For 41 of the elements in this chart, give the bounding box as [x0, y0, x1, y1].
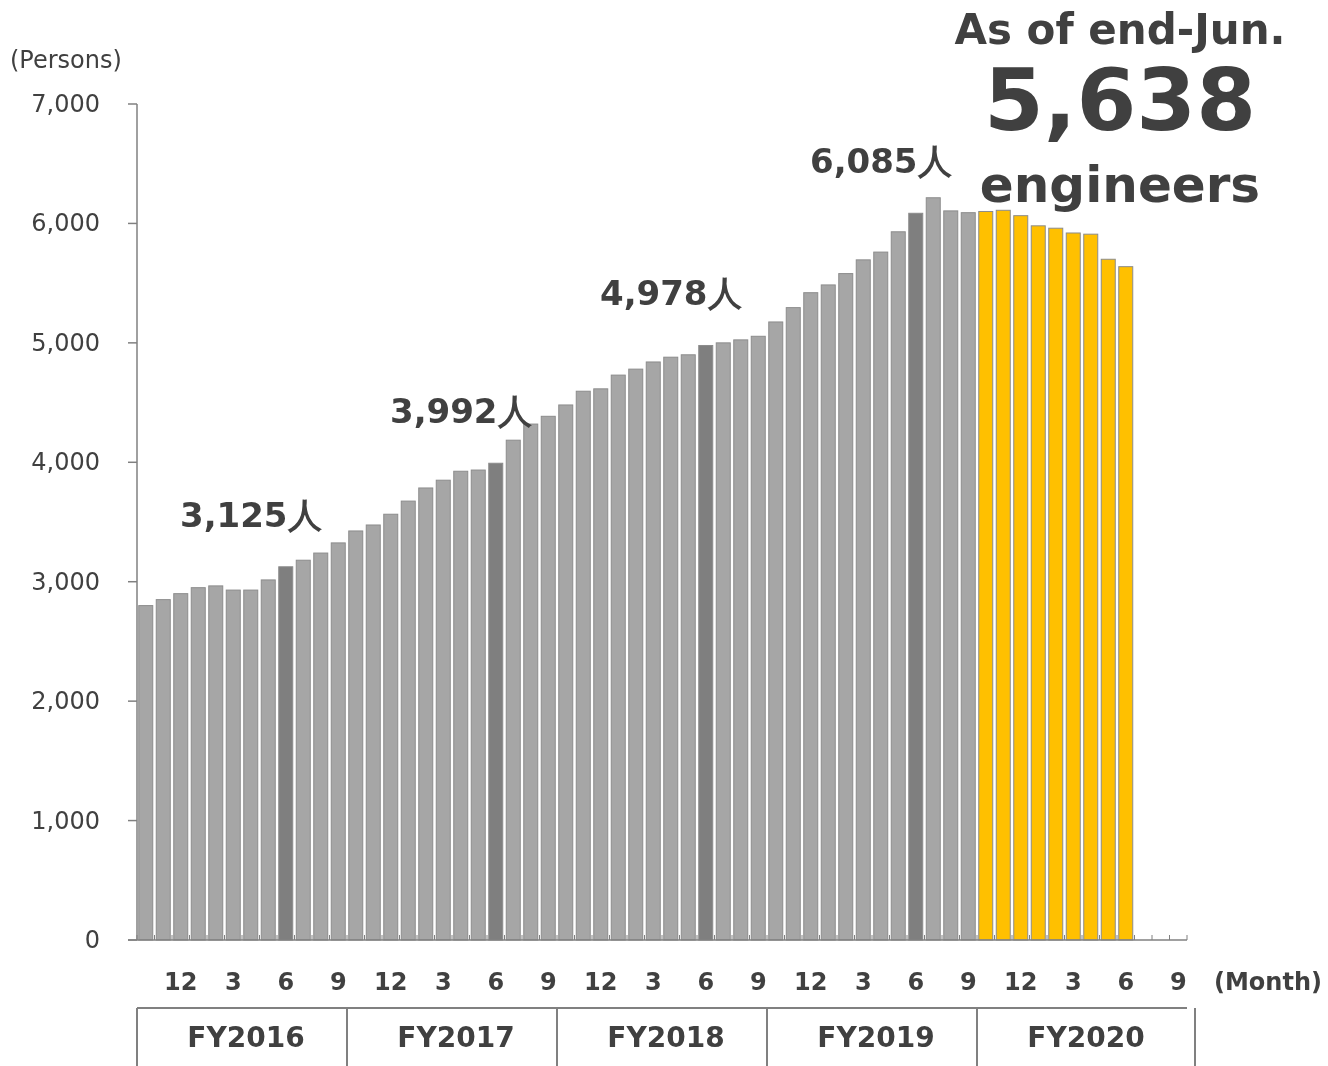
x-tick-label: 6: [1117, 968, 1135, 996]
x-tick-label: 12: [584, 968, 618, 996]
x-tick-label: 12: [374, 968, 408, 996]
x-tick-label: 6: [487, 968, 505, 996]
y-tick-label: 3,000: [31, 567, 100, 596]
y-tick-label: 1,000: [31, 806, 100, 835]
text: FY2016: [187, 1021, 305, 1054]
annotation: engineers: [979, 156, 1261, 214]
text: FY2020: [1027, 1021, 1145, 1054]
x-tick-label: 9: [749, 968, 767, 996]
x-tick-label: 12: [794, 968, 828, 996]
y-axis-title: (Persons): [10, 46, 122, 74]
x-tick-label: 9: [539, 968, 557, 996]
y-tick-label: 7,000: [31, 90, 100, 118]
x-tick-label: 9: [959, 968, 977, 996]
x-axis-title: (Month): [1214, 968, 1322, 996]
data-label: 3,125人: [179, 494, 323, 535]
x-tick-label: 3: [1064, 968, 1082, 996]
x-tick-label: 3: [434, 968, 452, 996]
text: FY2017: [397, 1021, 515, 1054]
data-label: 6,085人: [809, 141, 953, 182]
x-tick-label: 3: [854, 968, 872, 996]
y-tick-label: 5,000: [31, 328, 100, 357]
text: As of end-Jun.: [954, 5, 1286, 54]
data-label: 3,992人: [389, 391, 533, 432]
text: FY2018: [607, 1021, 725, 1054]
x-tick-label: 9: [1169, 968, 1187, 996]
y-tick-label: 2,000: [31, 687, 100, 716]
x-tick-label: 3: [644, 968, 662, 996]
x-tick-label: 12: [1004, 968, 1038, 996]
x-tick-label: 9: [329, 968, 347, 996]
x-tick-label: 6: [907, 968, 925, 996]
y-tick-label: 6,000: [31, 209, 100, 238]
data-label: 4,978人: [599, 273, 743, 314]
x-tick-label: 12: [164, 968, 198, 996]
y-tick-label: 4,000: [31, 448, 100, 477]
x-tick-label: 6: [277, 968, 295, 996]
x-tick-label: 3: [224, 968, 242, 996]
x-tick-label: 6: [697, 968, 715, 996]
text: FY2019: [817, 1021, 935, 1054]
y-tick-label: 0: [84, 926, 100, 954]
